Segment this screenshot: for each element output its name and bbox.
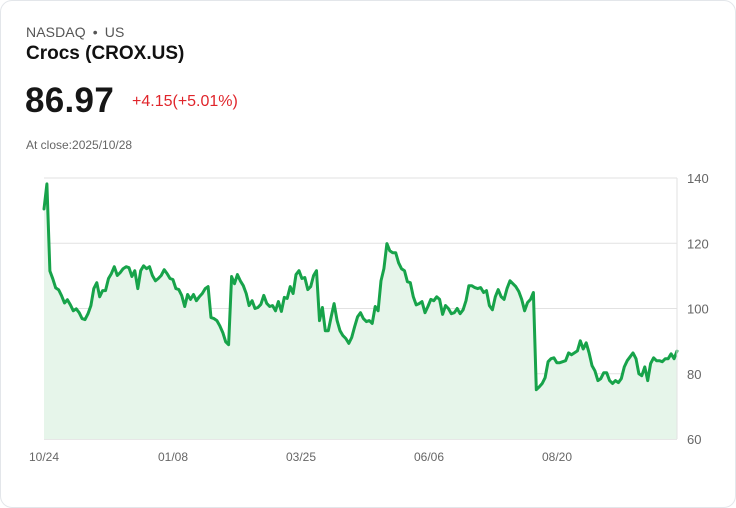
y-tick-label: 60 (687, 432, 701, 447)
market-name: US (104, 24, 125, 40)
x-tick-label: 08/20 (542, 450, 572, 464)
y-tick-label: 140 (687, 171, 709, 186)
x-axis-labels: 10/24 01/08 03/25 06/06 08/20 (29, 450, 572, 464)
x-tick-label: 01/08 (158, 450, 188, 464)
current-price: 86.97 (25, 81, 115, 120)
price-chart[interactable]: 140 120 100 80 60 10/24 01/08 03/25 06/06 08/20 (1, 161, 736, 471)
y-axis-labels: 140 120 100 80 60 (687, 171, 709, 447)
x-tick-label: 10/24 (29, 450, 59, 464)
price-area-fill (44, 183, 677, 439)
close-timestamp: At close:2025/10/28 (26, 138, 133, 152)
y-tick-label: 80 (687, 367, 701, 382)
exchange-name: NASDAQ (26, 24, 86, 40)
price-change: +4.15(+5.01%) (132, 93, 238, 110)
stock-title: Crocs (CROX.US) (26, 43, 185, 64)
price-line (42, 182, 679, 392)
exchange-line: NASDAQ • US (26, 24, 124, 40)
separator-dot: • (92, 24, 98, 40)
y-tick-label: 100 (687, 302, 709, 317)
y-tick-label: 120 (687, 236, 709, 251)
x-tick-label: 06/06 (414, 450, 444, 464)
x-tick-label: 03/25 (286, 450, 316, 464)
